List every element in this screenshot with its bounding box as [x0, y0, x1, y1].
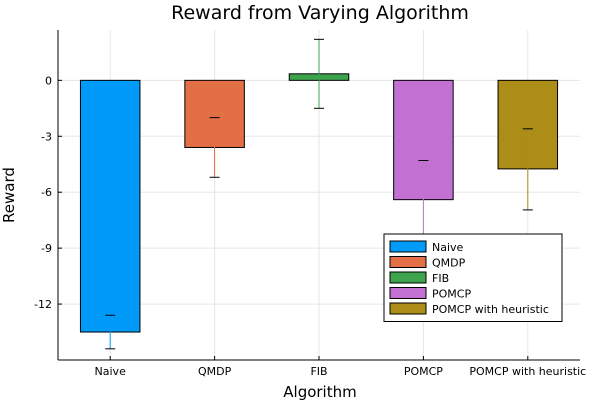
x-tick-label-1: QMDP [198, 365, 232, 378]
x-tick-label-0: Naive [95, 365, 127, 378]
legend-swatch-4 [389, 302, 427, 315]
chart-title: Reward from Varying Algorithm [171, 2, 469, 24]
y-tick-label-3: -9 [41, 242, 52, 255]
legend: Naive QMDP FIB POMCP POMCP with heuristic [383, 233, 563, 322]
legend-label-1: QMDP [432, 257, 466, 270]
legend-swatch-2 [389, 271, 427, 284]
legend-swatch-0 [389, 240, 427, 253]
y-tick-label-1: -3 [41, 130, 52, 143]
legend-label-0: Naive [432, 241, 464, 254]
legend-swatch-3 [389, 287, 427, 299]
y-tick-label-4: -12 [34, 298, 52, 311]
legend-label-3: POMCP [432, 288, 471, 301]
legend-label-4: POMCP with heuristic [432, 303, 549, 316]
y-axis-label: Reward [0, 167, 18, 223]
x-tick-label-2: FIB [310, 365, 327, 378]
bar-0 [79, 79, 141, 333]
x-tick-label-4: POMCP with heuristic [469, 365, 586, 378]
legend-label-2: FIB [432, 272, 449, 285]
bars [79, 38, 559, 350]
y-tick-label-0: 0 [45, 74, 52, 87]
y-tick-label-2: -6 [41, 186, 52, 199]
legend-swatch-1 [389, 256, 427, 268]
x-axis-label: Algorithm [283, 383, 356, 400]
tick-labels: 0 -3 -6 -9 -12 Naive QMDP FIB POMCP POMCP with he… [34, 74, 586, 378]
axes [57, 30, 580, 361]
x-tick-label-3: POMCP [404, 365, 443, 378]
